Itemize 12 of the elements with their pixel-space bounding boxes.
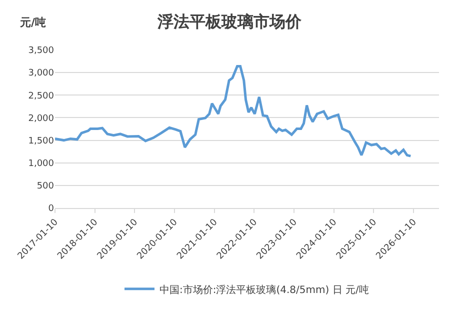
y-tick-label: 3,500	[28, 46, 54, 56]
y-tick-label: 1,000	[28, 159, 54, 170]
y-axis-title: 元/吨	[19, 16, 46, 29]
y-tick-label: 3,000	[28, 68, 54, 79]
legend-label: 中国:市场价:浮法平板玻璃(4.8/5mm) 日 元/吨	[160, 284, 369, 296]
y-tick-label: 0	[48, 204, 54, 214]
y-tick-label: 2,000	[28, 114, 54, 124]
y-tick-label: 500	[36, 182, 54, 192]
y-tick-label: 2,500	[28, 91, 54, 102]
line-series	[55, 65, 412, 158]
chart-title: 浮法平板玻璃市场价	[156, 12, 302, 31]
y-tick-label: 1,500	[28, 136, 54, 146]
